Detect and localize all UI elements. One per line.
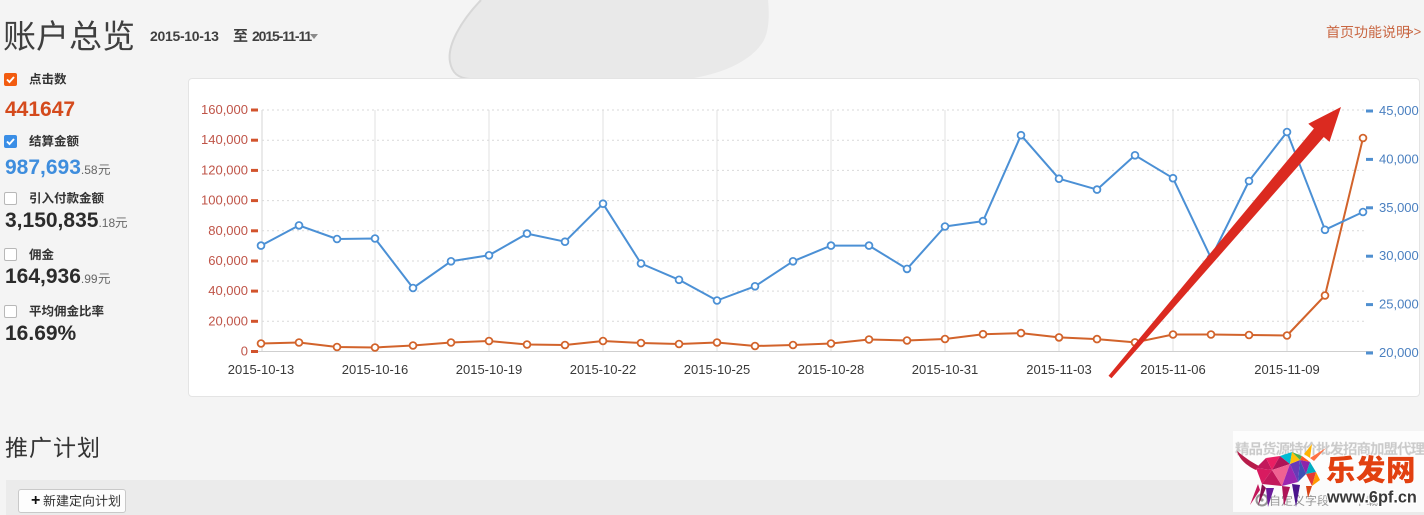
svg-text:2015-11-09: 2015-11-09 (1254, 362, 1320, 377)
svg-text:2015-10-28: 2015-10-28 (798, 362, 865, 377)
svg-text:2015-10-13: 2015-10-13 (228, 362, 295, 377)
svg-text:20,000: 20,000 (1379, 345, 1419, 360)
svg-text:2015-10-22: 2015-10-22 (570, 362, 637, 377)
svg-text:140,000: 140,000 (201, 132, 248, 147)
svg-text:2015-10-16: 2015-10-16 (342, 362, 409, 377)
svg-text:2015-10-31: 2015-10-31 (912, 362, 979, 377)
svg-text:20,000: 20,000 (208, 313, 248, 328)
svg-text:40,000: 40,000 (208, 283, 248, 298)
svg-text:2015-11-03: 2015-11-03 (1026, 362, 1092, 377)
svg-text:>>: >> (1406, 24, 1421, 39)
svg-text:2015-10-19: 2015-10-19 (456, 362, 523, 377)
svg-text:0: 0 (241, 344, 248, 359)
svg-text:45,000: 45,000 (1379, 103, 1419, 118)
svg-text:80,000: 80,000 (208, 223, 248, 238)
svg-text:120,000: 120,000 (201, 162, 248, 177)
svg-text:40,000: 40,000 (1379, 151, 1419, 166)
svg-text:2015-11-06: 2015-11-06 (1140, 362, 1206, 377)
svg-text:www.6pf.cn: www.6pf.cn (1326, 489, 1417, 507)
svg-text:160,000: 160,000 (201, 102, 248, 117)
svg-text:25,000: 25,000 (1379, 297, 1419, 312)
svg-text:30,000: 30,000 (1379, 248, 1419, 263)
svg-text:60,000: 60,000 (208, 253, 248, 268)
svg-text:100,000: 100,000 (201, 193, 248, 208)
svg-text:35,000: 35,000 (1379, 200, 1419, 215)
svg-text:2015-10-25: 2015-10-25 (684, 362, 751, 377)
